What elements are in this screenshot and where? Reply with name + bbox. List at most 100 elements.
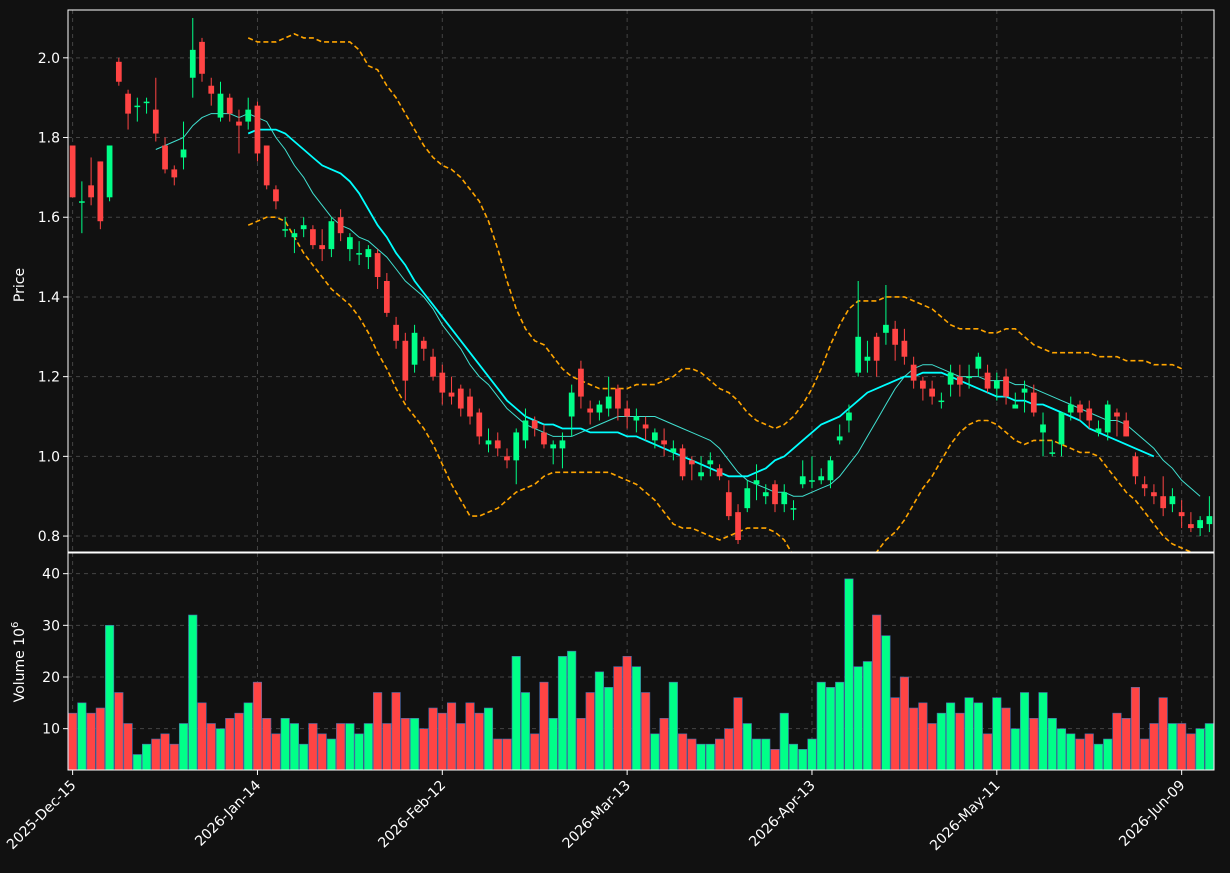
- price-panel: [69, 17, 1213, 552]
- volume-bar: [816, 681, 826, 770]
- volume-bar: [567, 650, 577, 770]
- candle-body: [143, 101, 150, 104]
- candle-body: [69, 145, 76, 198]
- candle-body: [273, 189, 279, 202]
- candle-body: [282, 229, 289, 231]
- candle-body: [1058, 412, 1065, 445]
- volume-bar: [604, 687, 614, 770]
- volume-bar: [206, 723, 216, 770]
- candles: [69, 17, 1213, 545]
- candle-body: [1132, 456, 1139, 477]
- candle-body: [790, 508, 797, 510]
- volume-bar: [354, 733, 364, 770]
- price-y-ticks: 0.8 1.0 1.2 1.4 1.6 1.8 2.0: [38, 51, 68, 545]
- volume-bar: [1177, 723, 1187, 770]
- volume-bar: [835, 681, 845, 770]
- volume-tick-label: 40: [42, 567, 60, 583]
- volume-bar: [983, 733, 993, 770]
- volume-bar: [317, 733, 327, 770]
- candle-body: [809, 480, 815, 482]
- volume-bar: [715, 738, 725, 770]
- candle-body: [337, 217, 344, 234]
- volume-bar: [1195, 728, 1205, 770]
- candle-body: [208, 85, 215, 94]
- volume-bar: [973, 702, 983, 770]
- candle-body: [1067, 404, 1074, 413]
- volume-bar: [742, 723, 752, 770]
- candle-body: [1197, 520, 1204, 529]
- volume-axes-frame: [67, 552, 1215, 771]
- ma-fast-line: [155, 113, 1201, 497]
- candle-body: [679, 448, 686, 477]
- volume-bar: [225, 718, 235, 770]
- candle-body: [901, 340, 908, 357]
- candle-body: [698, 472, 704, 477]
- volume-bar: [872, 614, 882, 770]
- candle-body: [217, 93, 224, 118]
- candle-body: [1086, 408, 1093, 421]
- volume-bar: [761, 738, 771, 770]
- candle-body: [226, 97, 233, 114]
- volume-bar: [234, 712, 244, 770]
- candle-body: [476, 412, 483, 437]
- volume-bar: [899, 676, 909, 770]
- candle-body: [1040, 424, 1046, 433]
- volume-bar: [391, 692, 401, 770]
- volume-bar: [68, 712, 78, 770]
- volume-bar: [825, 687, 836, 770]
- volume-bar: [631, 666, 641, 770]
- volume-bar: [890, 697, 900, 770]
- volume-bar: [1186, 733, 1196, 770]
- candle-body: [504, 456, 510, 461]
- volume-bar: [1047, 718, 1057, 770]
- volume-tick-label: 20: [42, 670, 60, 686]
- candle-body: [467, 396, 473, 417]
- candle-body: [78, 201, 85, 203]
- candle-body: [846, 412, 852, 421]
- candle-body: [485, 440, 492, 445]
- volume-bar: [770, 749, 780, 770]
- candle-body: [883, 324, 889, 333]
- volume-bar: [594, 671, 604, 770]
- volume-axis-label-text: Volume 10: [12, 628, 28, 702]
- volume-bar: [169, 743, 179, 770]
- candle-body: [975, 356, 982, 369]
- volume-bar: [1140, 738, 1150, 770]
- candle-body: [411, 332, 418, 365]
- candle-body: [633, 416, 640, 421]
- volume-bar: [215, 728, 226, 770]
- volume-bar: [539, 681, 549, 770]
- price-tick-label: 1.4: [38, 290, 60, 306]
- candle-body: [1169, 496, 1176, 505]
- volume-bar: [114, 692, 124, 770]
- candle-body: [716, 468, 723, 477]
- volume-bar: [188, 614, 198, 770]
- volume-tick-label: 30: [42, 618, 60, 634]
- volume-bar: [668, 681, 678, 770]
- volume-bars: [68, 578, 1214, 770]
- volume-bar: [511, 656, 521, 770]
- volume-bar: [853, 666, 863, 770]
- volume-bar: [936, 712, 946, 770]
- volume-bar: [1038, 692, 1048, 770]
- candle-body: [1021, 388, 1028, 393]
- candle-body: [1114, 412, 1120, 417]
- volume-bar: [326, 738, 336, 770]
- candle-body: [365, 249, 372, 258]
- candle-body: [578, 368, 584, 397]
- candle-body: [568, 392, 575, 417]
- candle-body: [966, 376, 972, 379]
- candle-body: [1188, 524, 1194, 529]
- volume-bar: [696, 743, 706, 770]
- volume-bar: [336, 723, 346, 770]
- volume-tick-label: 10: [42, 722, 60, 738]
- candle-body: [836, 436, 843, 441]
- volume-bar: [1084, 733, 1094, 770]
- candle-body: [1141, 484, 1148, 489]
- candle-body: [947, 372, 954, 385]
- volume-bar: [345, 723, 355, 770]
- price-tick-label: 0.8: [38, 529, 60, 545]
- volume-bar: [520, 692, 531, 770]
- candle-body: [1104, 404, 1111, 433]
- volume-bar: [659, 718, 669, 770]
